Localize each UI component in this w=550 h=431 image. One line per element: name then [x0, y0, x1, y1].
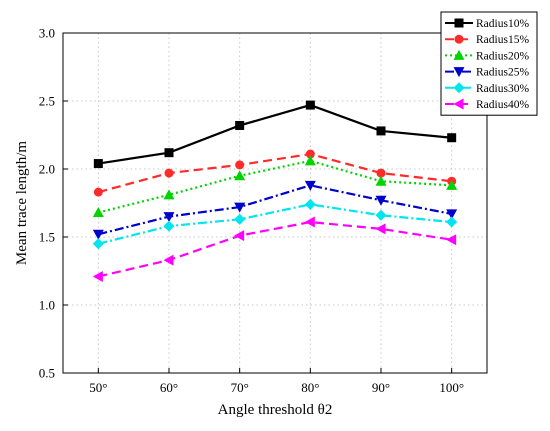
legend-box — [440, 11, 538, 116]
data-point — [234, 202, 246, 213]
legend-marker — [454, 34, 464, 44]
x-axis-title: Angle threshold θ2 — [218, 402, 333, 418]
x-tick-label: 80° — [301, 380, 319, 395]
legend: Radius10% Radius15% Radius20% Radius25% Radi… — [440, 11, 538, 116]
legend-item: Radius40% — [445, 98, 529, 111]
legend-label: Radius30% — [476, 83, 529, 95]
data-point — [92, 229, 104, 240]
data-point — [164, 148, 174, 158]
data-point — [376, 126, 386, 136]
data-point — [163, 212, 175, 223]
data-point — [375, 195, 387, 206]
legend-marker — [453, 98, 464, 110]
legend-marker — [453, 67, 465, 78]
data-point — [446, 179, 458, 190]
data-point — [447, 133, 457, 143]
legend-label: Radius15% — [476, 34, 529, 46]
data-point — [446, 209, 458, 220]
series-3 — [92, 155, 458, 218]
axis-ticks: 50° 60° 70° 80° 90° 100° 0.5 1.0 1.5 2.0 2.5 3.0 — [39, 26, 464, 396]
series-group — [92, 100, 458, 282]
legend-label: Radius10% — [476, 18, 529, 30]
data-point — [234, 230, 245, 242]
grid — [63, 33, 487, 373]
data-point — [375, 209, 387, 221]
legend-marker — [453, 82, 465, 94]
data-point — [235, 120, 245, 130]
x-tick-label: 90° — [372, 380, 390, 395]
y-tick-label: 0.5 — [39, 366, 55, 381]
data-point — [163, 254, 174, 266]
data-point — [92, 238, 104, 250]
data-point — [376, 168, 386, 178]
x-tick-label: 60° — [160, 380, 178, 395]
plot-area — [62, 32, 488, 374]
data-point — [164, 168, 174, 178]
y-tick-label: 1.5 — [39, 230, 55, 245]
series-line — [98, 184, 452, 236]
y-tick-label: 2.5 — [39, 94, 55, 109]
x-tick-label: 70° — [231, 380, 249, 395]
data-point — [305, 100, 315, 110]
legend-item: Radius30% — [445, 82, 529, 95]
data-point — [305, 149, 315, 159]
series-line — [98, 220, 452, 278]
series-line — [98, 159, 452, 214]
legend-item: Radius15% — [445, 34, 529, 46]
series-4 — [92, 180, 458, 240]
data-point — [163, 189, 175, 200]
data-point — [92, 207, 104, 218]
legend-item: Radius10% — [445, 18, 529, 30]
y-axis-title: Mean trace length/m — [14, 141, 30, 265]
data-point — [93, 187, 103, 197]
legend-marker — [453, 49, 465, 60]
data-point — [304, 198, 316, 210]
y-tick-label: 1.0 — [39, 298, 55, 313]
data-point — [93, 159, 103, 169]
legend-label: Radius40% — [476, 99, 529, 111]
series-6 — [92, 216, 457, 282]
series-2 — [93, 149, 457, 197]
data-point — [92, 270, 103, 282]
y-tick-label: 2.0 — [39, 162, 55, 177]
data-point — [375, 175, 387, 186]
series-5 — [92, 198, 458, 250]
legend-item: Radius20% — [445, 49, 529, 62]
data-point — [234, 213, 246, 225]
data-point — [163, 220, 175, 232]
data-point — [304, 216, 315, 228]
x-tick-label: 100° — [439, 380, 464, 395]
data-point — [304, 180, 316, 191]
data-point — [235, 160, 245, 170]
series-line — [98, 152, 452, 194]
x-tick-label: 50° — [89, 380, 107, 395]
data-point — [446, 216, 458, 228]
data-point — [234, 170, 246, 181]
legend-marker — [454, 18, 464, 28]
data-point — [375, 223, 386, 235]
legend-item: Radius25% — [445, 67, 529, 79]
data-point — [304, 155, 316, 166]
legend-label: Radius25% — [476, 67, 529, 79]
series-1 — [93, 100, 457, 169]
series-line — [98, 103, 452, 165]
legend-label: Radius20% — [476, 50, 529, 62]
y-tick-label: 3.0 — [39, 26, 55, 41]
data-point — [446, 234, 457, 246]
